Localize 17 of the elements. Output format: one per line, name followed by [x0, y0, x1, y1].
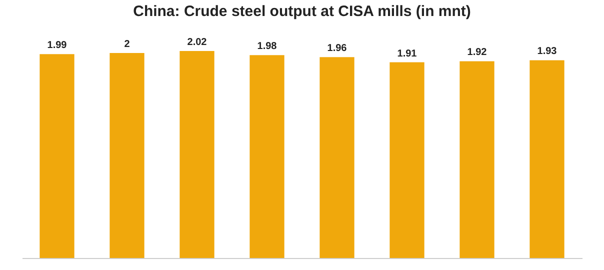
data-label: 1.92 [467, 47, 488, 58]
bar [250, 55, 284, 258]
data-label: 2.02 [187, 37, 208, 48]
data-label: 1.93 [537, 46, 558, 58]
data-label: 1.96 [327, 43, 348, 54]
bar [460, 61, 494, 258]
bar [320, 57, 354, 258]
bar [530, 60, 564, 258]
data-label: 2 [124, 39, 130, 50]
bar [180, 51, 214, 258]
data-label: 1.91 [397, 48, 418, 60]
chart-title: China: Crude steel output at CISA mills (in mnt) [133, 3, 471, 20]
bar [40, 54, 74, 258]
data-label: 1.99 [47, 40, 68, 52]
bar [110, 53, 144, 258]
bar [390, 62, 424, 258]
data-label: 1.98 [257, 41, 278, 52]
